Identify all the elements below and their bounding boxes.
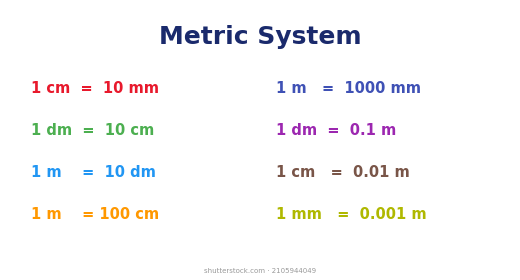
Text: 1 cm   =  0.01 m: 1 cm = 0.01 m [276, 165, 409, 180]
Text: Metric System: Metric System [159, 25, 361, 49]
Text: 1 m   =  1000 mm: 1 m = 1000 mm [276, 81, 421, 96]
Text: 1 dm  =  0.1 m: 1 dm = 0.1 m [276, 123, 396, 138]
Text: 1 m    =  10 dm: 1 m = 10 dm [31, 165, 156, 180]
Text: 1 mm   =  0.001 m: 1 mm = 0.001 m [276, 207, 426, 222]
Text: 1 cm  =  10 mm: 1 cm = 10 mm [31, 81, 159, 96]
Text: 1 dm  =  10 cm: 1 dm = 10 cm [31, 123, 154, 138]
Text: 1 m    = 100 cm: 1 m = 100 cm [31, 207, 159, 222]
Text: shutterstock.com · 2105944049: shutterstock.com · 2105944049 [204, 269, 316, 274]
